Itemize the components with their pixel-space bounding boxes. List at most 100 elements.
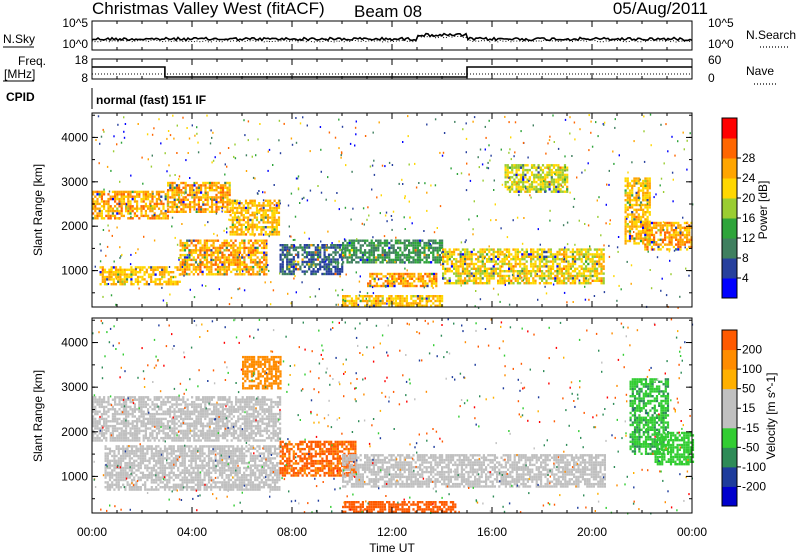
nave-label: Nave [746,64,774,78]
heatmap-cell [146,271,148,273]
heatmap-cell [237,264,239,266]
heatmap-cell [151,200,153,202]
heatmap-cell [278,219,280,221]
heatmap-cell [236,233,238,235]
heatmap-cell [265,233,267,235]
heatmap-cell [594,280,596,282]
heatmap-cell [154,396,156,398]
heatmap-cell [154,217,156,219]
heatmap-cell [191,201,193,203]
heatmap-cell [197,268,199,270]
heatmap-cell [572,270,574,272]
heatmap-cell [156,215,158,217]
heatmap-cell [341,270,343,272]
heatmap-speckle [219,288,220,290]
heatmap-speckle [267,264,268,266]
heatmap-cell [561,280,563,282]
heatmap-cell [668,234,670,236]
heatmap-cell [238,204,240,206]
heatmap-cell [371,295,373,297]
heatmap-cell [171,187,173,189]
heatmap-cell [274,214,276,216]
heatmap-cell [522,174,524,176]
heatmap-cell [213,273,215,275]
heatmap-cell [510,263,512,265]
heatmap-cell [371,275,373,277]
heatmap-speckle [683,132,684,134]
heatmap-cell [215,252,217,254]
heatmap-cell [594,248,596,250]
heatmap-cell [435,278,437,280]
heatmap-cell [278,233,280,235]
heatmap-speckle [564,155,565,157]
heatmap-cell [633,240,635,242]
heatmap-cell [324,249,326,251]
heatmap-speckle [362,223,363,225]
heatmap-cell [418,275,420,277]
heatmap-cell [576,277,578,279]
heatmap-cell [633,204,635,206]
heatmap-cell [519,270,521,272]
heatmap-cell [581,260,583,262]
heatmap-cell [174,196,176,198]
heatmap-cell [353,300,355,302]
heatmap-cell [344,244,346,246]
heatmap-cell [151,198,153,200]
heatmap-cell [269,207,271,209]
heatmap-cell [362,252,364,254]
heatmap-cell [234,214,236,216]
heatmap-cell [551,164,553,166]
heatmap-cell [684,243,686,245]
heatmap-cell [96,435,98,437]
heatmap-cell [339,249,341,251]
heatmap-cell [295,249,297,251]
heatmap-cell [178,189,180,191]
heatmap-speckle [408,135,409,137]
heatmap-cell [501,253,503,255]
heatmap-cell [532,268,534,270]
freq-left-tick-bottom: 8 [81,71,88,85]
heatmap-cell [673,229,675,231]
heatmap-cell [222,184,224,186]
cpid-text: normal (fast) 151 IF [96,93,206,107]
heatmap-cell [529,183,531,185]
heatmap-cell [204,244,206,246]
heatmap-cell [151,205,153,207]
heatmap-cell [319,249,321,251]
heatmap-cell [457,253,459,255]
heatmap-cell [509,191,511,193]
heatmap-cell [482,248,484,250]
heatmap-cell [688,231,690,233]
heatmap-cell [379,300,381,302]
heatmap-speckle [370,166,371,168]
heatmap-speckle [407,115,408,117]
heatmap-cell [355,300,357,302]
heatmap-cell [133,283,135,285]
heatmap-cell [96,423,98,425]
heatmap-cell [647,221,649,223]
heatmap-cell [395,259,397,261]
heatmap-cell [213,247,215,249]
heatmap-cell [411,273,413,275]
heatmap-cell [553,183,555,185]
heatmap-speckle [252,204,253,206]
heatmap-speckle [238,216,239,218]
heatmap-speckle [430,243,431,245]
heatmap-speckle [372,236,373,238]
heatmap-cell [204,264,206,266]
heatmap-cell [96,399,98,401]
heatmap-cell [636,242,638,244]
heatmap-speckle [684,148,685,150]
heatmap-speckle [472,233,473,235]
heatmap-cell [562,169,564,171]
heatmap-speckle [190,289,191,291]
heatmap-cell [344,295,346,297]
station-title: Christmas Valley West (fitACF) [92,0,325,18]
heatmap-cell [526,256,528,258]
heatmap-cell [151,432,153,434]
heatmap-cell [545,280,547,282]
colorbar-tick-label: 4 [742,271,749,285]
heatmap-cell [114,413,116,415]
heatmap-cell [165,212,167,214]
heatmap-cell [116,210,118,212]
